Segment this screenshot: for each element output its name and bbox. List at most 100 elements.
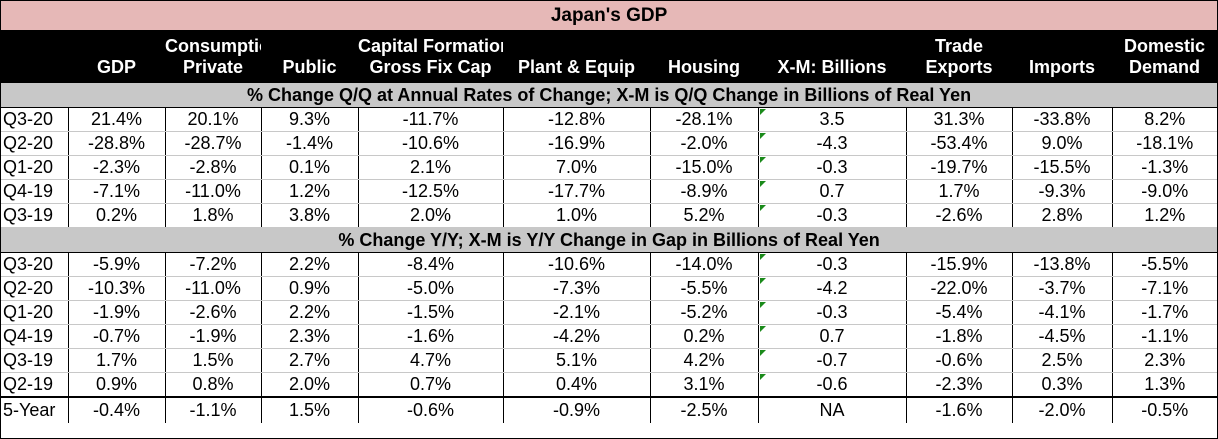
value-cell: 1.7% — [906, 179, 1013, 204]
value-cell: 2.0% — [358, 203, 504, 228]
header-cell: Consumption — [165, 30, 261, 57]
header-cell — [261, 30, 358, 57]
section-title-yy: % Change Y/Y; X-M is Y/Y Change in Gap i… — [1, 227, 1218, 253]
period-label: Q1-20 — [1, 300, 69, 325]
value-cell: 2.2% — [261, 300, 359, 325]
value-cell: 2.0% — [261, 372, 359, 398]
value-cell: 5.2% — [650, 203, 759, 228]
value-cell: -28.1% — [650, 107, 759, 132]
header-cell: GDP — [68, 57, 165, 83]
value-cell: -19.7% — [906, 155, 1013, 180]
value-cell: 0.2% — [68, 203, 166, 228]
header-cell: Public — [261, 57, 358, 83]
table-row: Q3-19 1.7% 1.5% 2.7% 4.7% 5.1% 4.2% -0.7 -0.6% 2.… — [1, 348, 1218, 373]
section-title-qq: % Change Q/Q at Annual Rates of Change; … — [1, 83, 1218, 108]
japan-gdp-table: Japan's GDP Consumption Capital Formation… — [1, 1, 1218, 423]
value-cell: -1.1% — [1112, 324, 1218, 349]
period-label: Q4-19 — [1, 324, 69, 349]
header-cell: Trade — [906, 30, 1012, 57]
value-cell: -1.9% — [165, 324, 262, 349]
value-cell: 0.7 — [758, 179, 907, 204]
value-cell: -7.2% — [165, 252, 262, 277]
value-cell: -4.5% — [1012, 324, 1113, 349]
value-cell: NA — [758, 397, 907, 423]
value-cell: 1.8% — [165, 203, 262, 228]
value-cell: -5.5% — [650, 276, 759, 301]
value-cell: 9.3% — [261, 107, 359, 132]
period-label: Q3-20 — [1, 252, 69, 277]
value-cell: -0.3 — [758, 155, 907, 180]
value-cell: -15.0% — [650, 155, 759, 180]
header-cell — [503, 30, 650, 57]
header-cell — [758, 30, 906, 57]
table-row: Q1-20 -1.9% -2.6% 2.2% -1.5% -2.1% -5.2% -0.3 -5… — [1, 300, 1218, 325]
value-cell: -1.1% — [165, 397, 262, 423]
value-cell: -2.0% — [1012, 397, 1113, 423]
header-cell — [1012, 30, 1112, 57]
value-cell: 0.4% — [503, 372, 651, 398]
value-cell: -18.1% — [1112, 131, 1218, 156]
value-cell: -1.7% — [1112, 300, 1218, 325]
value-cell: -0.7% — [68, 324, 166, 349]
header-cell: Domestic — [1112, 30, 1218, 57]
header-cell: Imports — [1012, 57, 1112, 83]
value-cell: 2.5% — [1012, 348, 1113, 373]
value-cell: -2.3% — [906, 372, 1013, 398]
period-label: Q3-19 — [1, 203, 69, 228]
value-cell: -5.2% — [650, 300, 759, 325]
value-cell: -1.3% — [1112, 155, 1218, 180]
value-cell: 3.5 — [758, 107, 907, 132]
value-cell: 2.7% — [261, 348, 359, 373]
value-cell: -12.8% — [503, 107, 651, 132]
value-cell: -2.6% — [906, 203, 1013, 228]
value-cell: 1.7% — [68, 348, 166, 373]
value-cell: 1.2% — [1112, 203, 1218, 228]
table-row: 5-Year -0.4% -1.1% 1.5% -0.6% -0.9% -2.5% NA -1.… — [1, 397, 1217, 423]
value-cell: 0.1% — [261, 155, 359, 180]
value-cell: 21.4% — [68, 107, 166, 132]
value-cell: -9.0% — [1112, 179, 1218, 204]
value-cell: 1.5% — [165, 348, 262, 373]
table-title: Japan's GDP — [1, 1, 1218, 31]
value-cell: -8.9% — [650, 179, 759, 204]
table-row: Q2-19 0.9% 0.8% 2.0% 0.7% 0.4% 3.1% -0.6 -2.3% 0.… — [1, 372, 1218, 398]
value-cell: 2.3% — [1112, 348, 1218, 373]
value-cell: -10.6% — [503, 252, 651, 277]
header-cell: Housing — [650, 57, 758, 83]
period-label: Q2-19 — [1, 372, 69, 398]
header-cell: Capital Formation — [358, 30, 503, 57]
value-cell: -7.3% — [503, 276, 651, 301]
header-cell: Demand — [1112, 57, 1218, 83]
table-row: Q4-19 -7.1% -11.0% 1.2% -12.5% -17.7% -8.9% 0.7… — [1, 179, 1218, 204]
value-cell: 1.5% — [261, 397, 359, 423]
value-cell: -0.6 — [758, 372, 907, 398]
value-cell: -7.1% — [1112, 276, 1218, 301]
header-cell — [650, 30, 758, 57]
value-cell: -28.7% — [165, 131, 262, 156]
table-row: Q2-20 -10.3% -11.0% 0.9% -5.0% -7.3% -5.5% -4.2… — [1, 276, 1218, 301]
value-cell: -5.9% — [68, 252, 166, 277]
value-cell: -2.6% — [165, 300, 262, 325]
value-cell: -15.9% — [906, 252, 1013, 277]
header-cell: Private — [165, 57, 261, 83]
period-label: 5-Year — [1, 397, 69, 423]
value-cell: -4.3 — [758, 131, 907, 156]
value-cell: 2.1% — [358, 155, 504, 180]
header-cell — [68, 30, 165, 57]
value-cell: -0.7 — [758, 348, 907, 373]
value-cell: -4.2% — [503, 324, 651, 349]
period-label: Q3-20 — [1, 107, 69, 132]
value-cell: -0.6% — [906, 348, 1013, 373]
table-row: Q3-20 -5.9% -7.2% 2.2% -8.4% -10.6% -14.0% -0.3… — [1, 252, 1218, 277]
value-cell: -4.1% — [1012, 300, 1113, 325]
value-cell: 5.1% — [503, 348, 651, 373]
value-cell: 2.2% — [261, 252, 359, 277]
value-cell: -2.1% — [503, 300, 651, 325]
value-cell: -14.0% — [650, 252, 759, 277]
period-label: Q2-20 — [1, 276, 69, 301]
value-cell: -12.5% — [358, 179, 504, 204]
value-cell: -53.4% — [906, 131, 1013, 156]
value-cell: 0.7 — [758, 324, 907, 349]
value-cell: -33.8% — [1012, 107, 1113, 132]
